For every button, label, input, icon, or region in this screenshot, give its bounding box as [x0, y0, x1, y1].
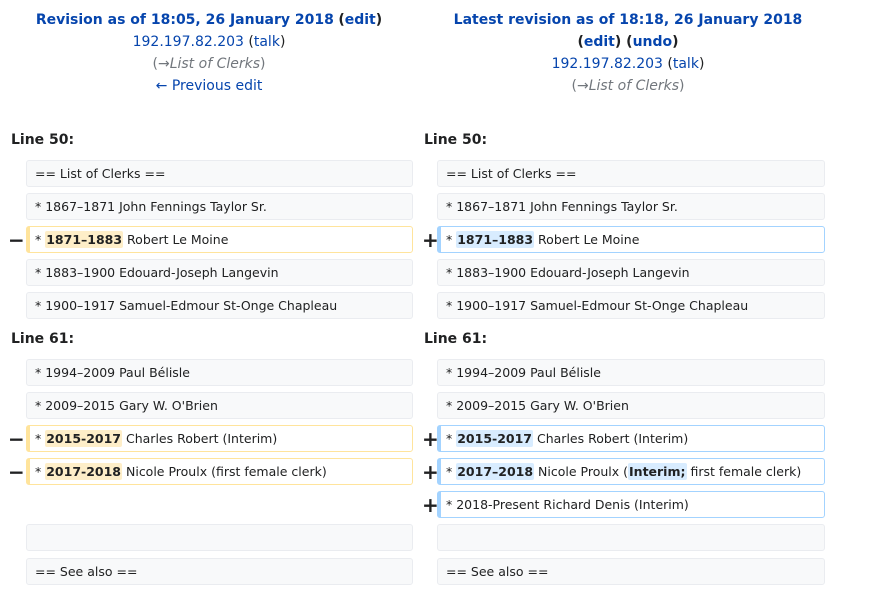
diff-context-right: * 2009–2015 Gary W. O'Brien [437, 392, 825, 419]
deleted-text: * [35, 232, 46, 247]
deleted-text: * [35, 464, 46, 479]
added-text: first female clerk) [686, 464, 802, 479]
left-revision-title-link[interactable]: Revision as of 18:05, 26 January 2018 [35, 12, 334, 28]
minus-marker: − [8, 228, 25, 252]
diff-context-left: * 1883–1900 Edouard-Joseph Langevin [26, 259, 413, 286]
line-number-left-50: Line 50: [11, 132, 75, 148]
diff-context-left: * 1900–1917 Samuel-Edmour St-Onge Chaple… [26, 292, 413, 319]
right-user-link[interactable]: 192.197.82.203 [551, 56, 663, 72]
added-word-highlight: 1871–1883 [456, 231, 535, 248]
right-section-link[interactable]: →List of Clerks [576, 78, 680, 94]
added-text: * [446, 464, 457, 479]
diff-context-left: == List of Clerks == [26, 160, 413, 187]
deleted-text: Robert Le Moine [123, 232, 229, 247]
diff-context-right: == List of Clerks == [437, 160, 825, 187]
added-text: Nicole Proulx ( [534, 464, 629, 479]
added-word-highlight: 2015-2017 [456, 430, 534, 447]
undo-link[interactable]: undo [632, 34, 673, 50]
diff-context-left: * 1867–1871 John Fennings Taylor Sr. [26, 193, 413, 220]
diff-added-line: * 1871–1883 Robert Le Moine [437, 226, 825, 253]
added-text: * [446, 431, 457, 446]
diff-context-right: * 1900–1917 Samuel-Edmour St-Onge Chaple… [437, 292, 825, 319]
plus-marker: + [422, 427, 439, 451]
previous-edit-link[interactable]: ← Previous edit [155, 78, 263, 94]
deleted-text: Nicole Proulx (first female clerk) [122, 464, 327, 479]
added-word-highlight: 2017–2018 [456, 463, 535, 480]
diff-deleted-line: * 2015-2017 Charles Robert (Interim) [26, 425, 413, 452]
left-edit-link[interactable]: edit [344, 12, 376, 28]
diff-empty-line-right [437, 524, 825, 551]
diff-context-right: == See also == [437, 558, 825, 585]
deleted-word-highlight: 2017-2018 [45, 463, 123, 480]
line-number-right-61: Line 61: [424, 331, 488, 347]
line-number-right-50: Line 50: [424, 132, 488, 148]
right-talk-link[interactable]: talk [672, 56, 699, 72]
diff-deleted-line: * 1871–1883 Robert Le Moine [26, 226, 413, 253]
left-user-link[interactable]: 192.197.82.203 [132, 34, 244, 50]
minus-marker: − [8, 460, 25, 484]
plus-marker: + [422, 460, 439, 484]
diff-context-left: == See also == [26, 558, 413, 585]
plus-marker: + [422, 228, 439, 252]
plus-marker: + [422, 493, 439, 517]
diff-deleted-line: * 2017-2018 Nicole Proulx (first female … [26, 458, 413, 485]
diff-empty-line-left [26, 524, 413, 551]
diff-context-right: * 1867–1871 John Fennings Taylor Sr. [437, 193, 825, 220]
left-edit-summary: (→List of Clerks) [152, 56, 266, 72]
right-edit-summary: (→List of Clerks) [571, 78, 685, 94]
left-talk-link[interactable]: talk [253, 34, 280, 50]
added-text: Robert Le Moine [534, 232, 640, 247]
added-word-highlight: Interim; [628, 463, 687, 480]
diff-context-right: * 1883–1900 Edouard-Joseph Langevin [437, 259, 825, 286]
deleted-word-highlight: 2015-2017 [45, 430, 123, 447]
deleted-word-highlight: 1871–1883 [45, 231, 124, 248]
deleted-text: Charles Robert (Interim) [122, 431, 278, 446]
diff-context-right: * 1994–2009 Paul Bélisle [437, 359, 825, 386]
diff-context-left: * 1994–2009 Paul Bélisle [26, 359, 413, 386]
added-text: * [446, 232, 457, 247]
right-edit-link[interactable]: edit [583, 34, 615, 50]
line-number-left-61: Line 61: [11, 331, 75, 347]
diff-added-line: * 2015-2017 Charles Robert (Interim) [437, 425, 825, 452]
diff-context-left: * 2009–2015 Gary W. O'Brien [26, 392, 413, 419]
diff-added-line: * 2017–2018 Nicole Proulx (Interim; firs… [437, 458, 825, 485]
left-section-link[interactable]: →List of Clerks [157, 56, 261, 72]
minus-marker: − [8, 427, 25, 451]
right-revision-header: Latest revision as of 18:18, 26 January … [418, 9, 838, 97]
left-revision-header: Revision as of 18:05, 26 January 2018 (e… [0, 9, 418, 97]
diff-added-line: * 2018-Present Richard Denis (Interim) [437, 491, 825, 518]
added-text: Charles Robert (Interim) [533, 431, 689, 446]
deleted-text: * [35, 431, 46, 446]
right-revision-title-link[interactable]: Latest revision as of 18:18, 26 January … [453, 12, 803, 28]
